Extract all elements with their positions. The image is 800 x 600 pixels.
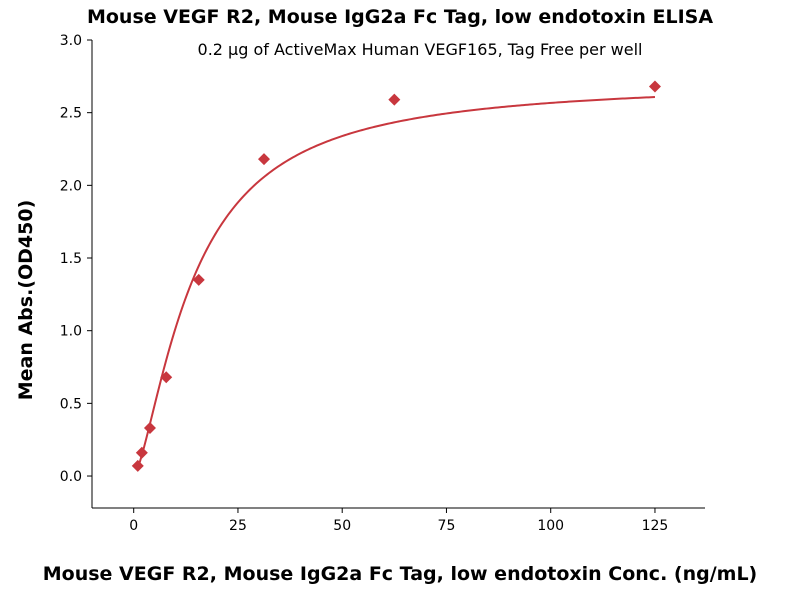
- y-tick-label: 3.0: [60, 33, 82, 49]
- x-tick-label: 100: [537, 518, 564, 534]
- x-axis-label: Mouse VEGF R2, Mouse IgG2a Fc Tag, low e…: [42, 563, 758, 585]
- chart-title: Mouse VEGF R2, Mouse IgG2a Fc Tag, low e…: [86, 6, 714, 28]
- x-tick-label: 25: [229, 518, 247, 534]
- y-tick-label: 0.0: [60, 469, 82, 485]
- data-point: [648, 80, 661, 93]
- data-point: [131, 459, 144, 472]
- data-point: [135, 446, 148, 459]
- chart-subtitle: 0.2 μg of ActiveMax Human VEGF165, Tag F…: [197, 40, 643, 59]
- y-tick-label: 1.0: [60, 324, 82, 340]
- x-tick-label: 75: [438, 518, 456, 534]
- y-tick-label: 1.5: [60, 251, 82, 267]
- data-point: [143, 422, 156, 435]
- data-point: [258, 153, 271, 166]
- data-point: [192, 273, 205, 286]
- y-tick-label: 0.5: [60, 396, 82, 412]
- y-axis-label: Mean Abs.(OD450): [15, 199, 37, 401]
- x-tick-label: 50: [333, 518, 351, 534]
- fit-curve: [136, 96, 656, 469]
- data-point: [160, 371, 173, 384]
- y-tick-label: 2.0: [60, 178, 82, 194]
- x-tick-label: 0: [129, 518, 138, 534]
- x-tick-label: 125: [642, 518, 669, 534]
- y-tick-label: 2.5: [60, 106, 82, 122]
- data-point: [388, 93, 401, 106]
